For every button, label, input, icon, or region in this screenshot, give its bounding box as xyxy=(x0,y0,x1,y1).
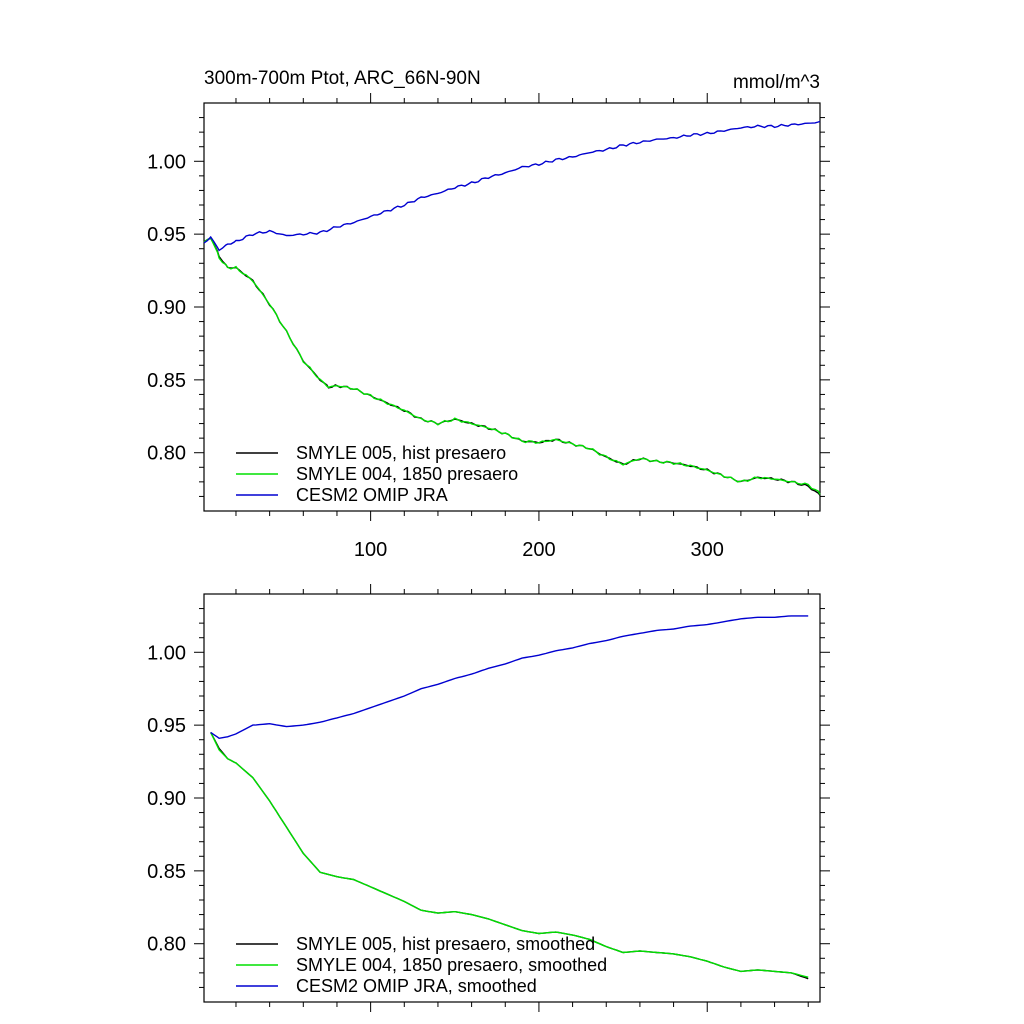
legend-label-2: SMYLE 004, 1850 presaero, smoothed xyxy=(296,955,607,975)
series-line-2 xyxy=(203,237,821,495)
y-tick-label: 0.85 xyxy=(147,370,186,392)
bottom-panel: 0.80 0.85 0.90 0.95 1.00 SMYLE 005, hist pres… xyxy=(147,584,830,1012)
series-line-2 xyxy=(210,732,809,978)
x-tick-label: 200 xyxy=(522,539,555,561)
y-tick-label: 0.95 xyxy=(147,224,186,246)
y-tick-label: 0.80 xyxy=(147,443,186,465)
y-tick-label: 0.85 xyxy=(147,861,186,883)
y-tick-label: 0.95 xyxy=(147,715,186,737)
legend-label-2: SMYLE 004, 1850 presaero xyxy=(296,464,518,484)
y-tick-label: 0.80 xyxy=(147,934,186,956)
top-panel: 0.80 0.85 0.90 0.95 1.00 100 200 300 SMYLE 005, … xyxy=(147,93,830,561)
y-tick-label: 1.00 xyxy=(147,642,186,664)
legend-label-3: CESM2 OMIP JRA, smoothed xyxy=(296,976,537,996)
y-tick-label: 1.00 xyxy=(147,151,186,173)
legend-label-1: SMYLE 005, hist presaero, smoothed xyxy=(296,934,595,954)
y-tick-label: 0.90 xyxy=(147,297,186,319)
figure-title: 300m-700m Ptot, ARC_66N-90N xyxy=(204,68,481,89)
y-tick-label: 0.90 xyxy=(147,788,186,810)
figure-units: mmol/m^3 xyxy=(733,72,820,93)
legend-label-1: SMYLE 005, hist presaero xyxy=(296,443,506,463)
x-tick-label: 100 xyxy=(354,539,387,561)
x-tick-label: 300 xyxy=(691,539,724,561)
series-line-3 xyxy=(203,120,821,252)
series-line-3 xyxy=(210,615,809,740)
legend-label-3: CESM2 OMIP JRA xyxy=(296,485,448,505)
